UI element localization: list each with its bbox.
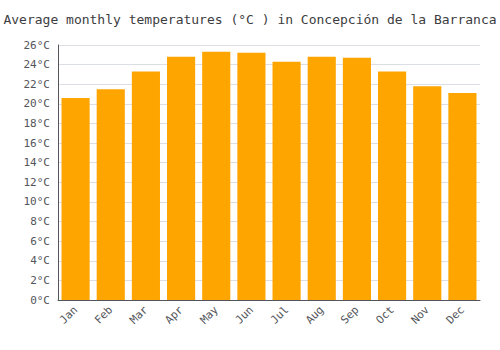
svg-text:Average monthly temperatures (: Average monthly temperatures (°C ) in Co… bbox=[3, 12, 496, 27]
svg-text:10°C: 10°C bbox=[24, 195, 51, 208]
svg-text:Sep: Sep bbox=[338, 303, 361, 326]
svg-text:Nov: Nov bbox=[409, 303, 432, 326]
svg-text:Jan: Jan bbox=[57, 303, 80, 326]
svg-text:0°C: 0°C bbox=[30, 294, 50, 307]
svg-text:20°C: 20°C bbox=[24, 97, 51, 110]
svg-text:18°C: 18°C bbox=[24, 117, 51, 130]
svg-text:May: May bbox=[198, 303, 221, 326]
svg-text:Aug: Aug bbox=[303, 303, 326, 326]
svg-text:26°C: 26°C bbox=[24, 39, 51, 52]
svg-text:Dec: Dec bbox=[444, 303, 467, 326]
svg-text:4°C: 4°C bbox=[30, 254, 50, 267]
svg-text:Oct: Oct bbox=[373, 303, 396, 326]
svg-text:Jun: Jun bbox=[233, 303, 256, 326]
svg-text:Apr: Apr bbox=[162, 303, 185, 326]
svg-text:2°C: 2°C bbox=[30, 274, 50, 287]
svg-text:Feb: Feb bbox=[92, 303, 115, 326]
svg-text:14°C: 14°C bbox=[24, 156, 51, 169]
svg-text:12°C: 12°C bbox=[24, 176, 51, 189]
svg-text:8°C: 8°C bbox=[30, 215, 50, 228]
svg-text:Mar: Mar bbox=[127, 303, 150, 326]
svg-text:Jul: Jul bbox=[268, 303, 291, 326]
svg-text:24°C: 24°C bbox=[24, 58, 51, 71]
svg-text:22°C: 22°C bbox=[24, 78, 51, 91]
svg-text:16°C: 16°C bbox=[24, 137, 51, 150]
svg-text:6°C: 6°C bbox=[30, 235, 50, 248]
